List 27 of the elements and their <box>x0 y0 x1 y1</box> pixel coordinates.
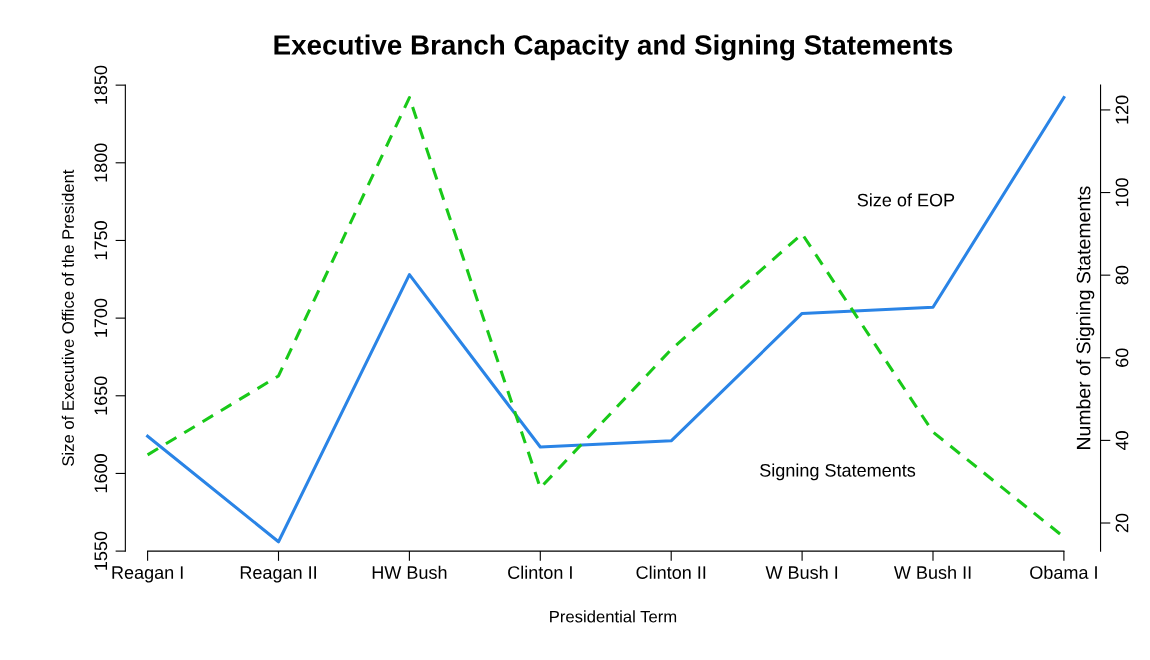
series-label: Signing Statements <box>760 463 916 481</box>
y-tick-label: 1550 <box>94 531 108 570</box>
y2-tick-label: 60 <box>1115 348 1129 367</box>
x-tick-label: Reagan I <box>112 566 183 583</box>
y-axis-title: Size of Executive Office of the President <box>61 169 74 466</box>
y-tick-label: 1700 <box>94 298 108 337</box>
x-tick-label: Clinton I <box>508 565 572 579</box>
y-tick-label: 1850 <box>94 65 108 104</box>
y2-tick-label: 40 <box>1115 431 1129 451</box>
y2-tick-label: 20 <box>1115 513 1129 533</box>
chart-title: Executive Branch Capacity and Signing Statements <box>274 34 953 61</box>
x-tick-label: Clinton II <box>636 565 706 579</box>
series-label: Size of EOP <box>857 193 955 207</box>
y-tick-label: 1600 <box>94 454 108 493</box>
x-tick-label: W Bush II <box>893 565 971 579</box>
y2-tick-label: 80 <box>1115 265 1129 285</box>
y2-tick-label: 100 <box>1115 178 1129 207</box>
y-tick-label: 1650 <box>94 376 108 415</box>
x-axis-title: Presidential Term <box>550 610 677 623</box>
x-tick-label: Obama I <box>1030 565 1097 579</box>
x-tick-label: W Bush I <box>765 565 838 579</box>
y-tick-label: 1800 <box>94 143 108 182</box>
x-tick-label: HW Bush <box>372 565 447 579</box>
y-tick-label: 1750 <box>94 221 108 260</box>
x-tick-label: Reagan II <box>240 566 316 583</box>
y2-tick-label: 120 <box>1115 95 1129 124</box>
y2-axis-title: Number of Signing Statements <box>1076 186 1095 449</box>
